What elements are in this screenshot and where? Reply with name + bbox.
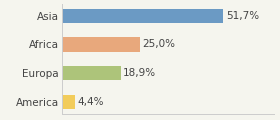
Bar <box>62 9 223 23</box>
Text: 51,7%: 51,7% <box>226 11 259 21</box>
Bar <box>62 95 75 109</box>
Text: 25,0%: 25,0% <box>142 39 175 49</box>
Bar <box>62 66 121 80</box>
Bar <box>62 37 140 52</box>
Text: 4,4%: 4,4% <box>78 97 104 107</box>
Text: 18,9%: 18,9% <box>123 68 156 78</box>
